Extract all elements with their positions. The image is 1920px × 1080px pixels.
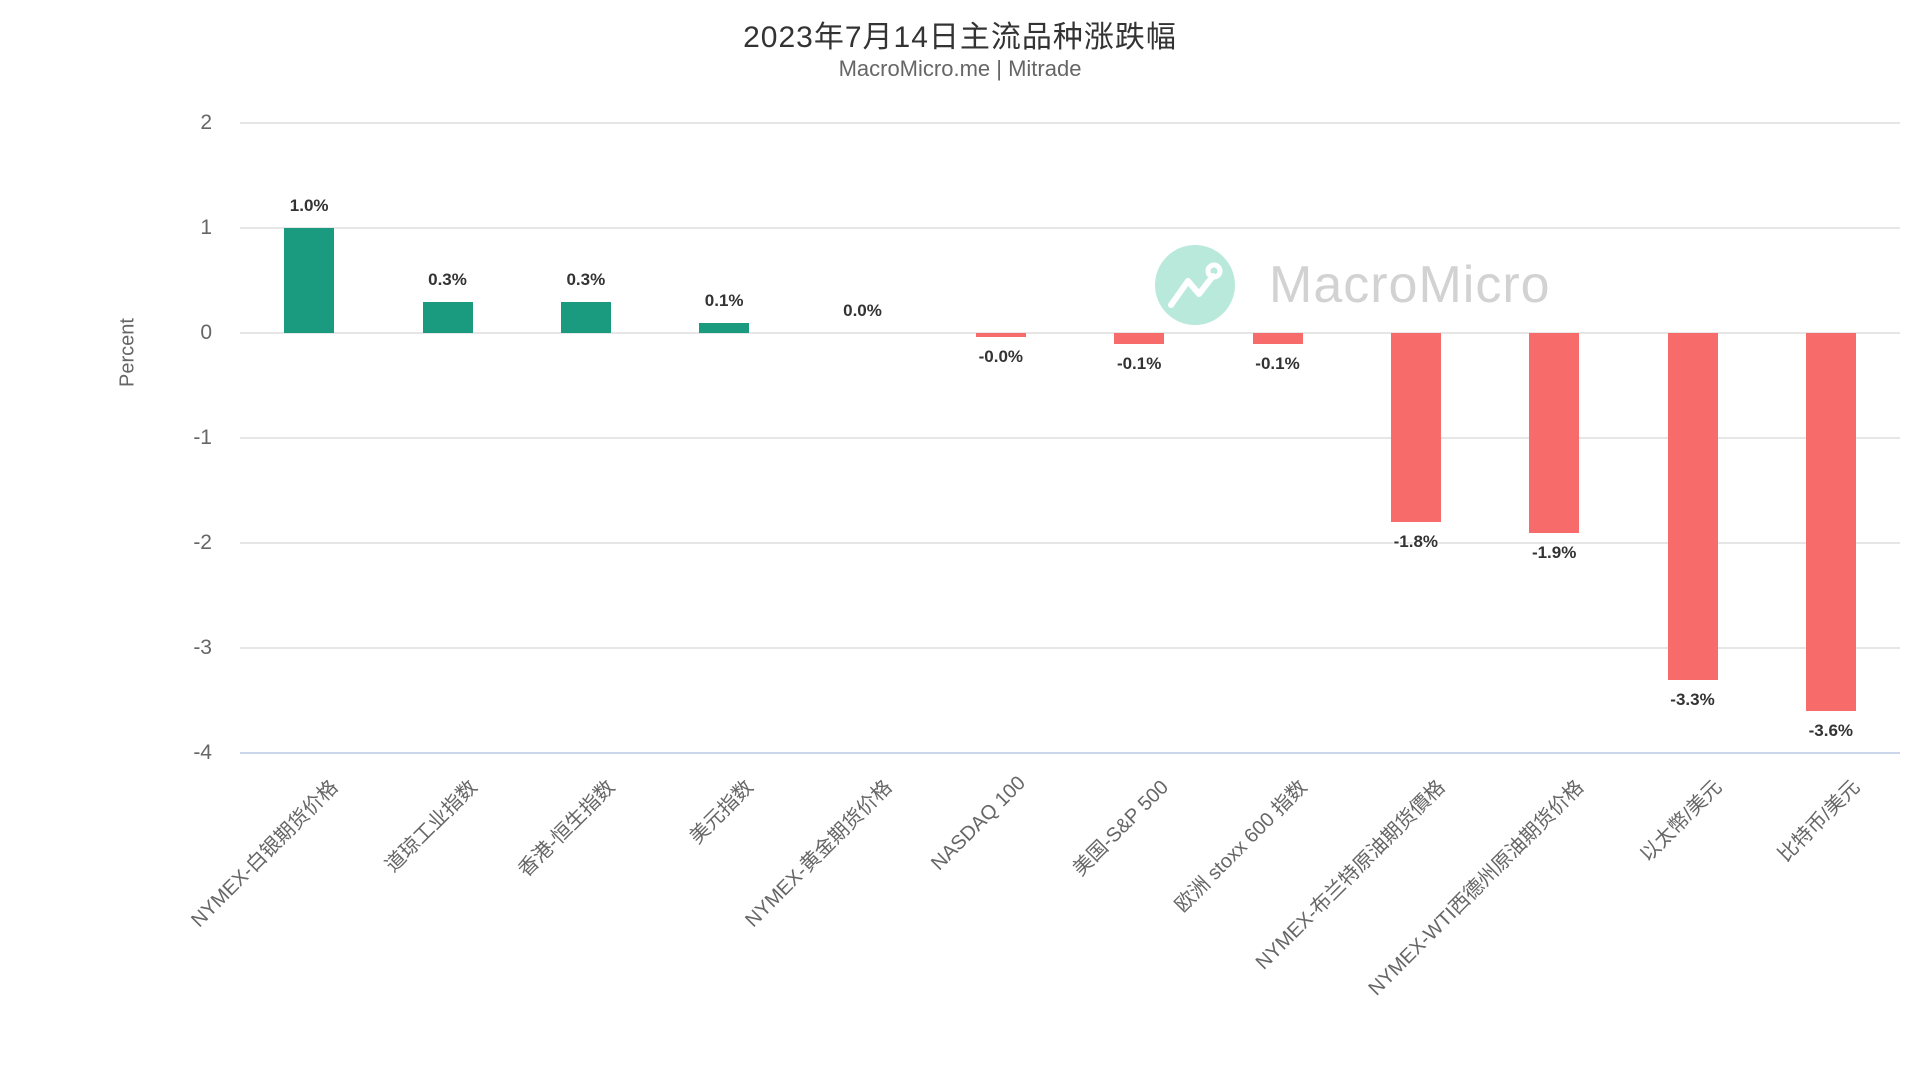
plot-area: MacroMicro 1.0% 0.3% 0.3% 0.1% 0.0% -0.0% -0.1…	[240, 122, 1900, 754]
bar-3[interactable]	[560, 301, 611, 333]
watermark: MacroMicro	[1155, 245, 1551, 325]
y-axis-tick-label: 1	[200, 216, 212, 239]
bar-8[interactable]	[1252, 333, 1303, 344]
data-label: 0.3%	[428, 269, 467, 289]
data-label: 0.1%	[704, 290, 744, 310]
gridline	[240, 647, 1900, 649]
chart-title: 2023年7月14日主流品种涨跌幅	[743, 21, 1177, 54]
bar-1[interactable]	[284, 228, 335, 333]
x-axis-label: 欧洲 stoxx 600 指数	[1170, 776, 1312, 917]
bar-11[interactable]	[1667, 333, 1718, 680]
bar-6[interactable]	[975, 333, 1026, 337]
gridline	[240, 332, 1900, 334]
gridline	[240, 122, 1900, 124]
x-axis-label: 以太幣/美元	[1636, 776, 1727, 867]
bar-4[interactable]	[699, 322, 750, 333]
gridline	[240, 542, 1900, 544]
y-axis-title: Percent	[116, 318, 139, 387]
data-label: 0.3%	[566, 269, 606, 289]
chart-subtitle: MacroMicro.me | Mitrade	[838, 56, 1082, 81]
x-axis-label: NASDAQ 100	[927, 772, 1031, 875]
data-label: 1.0%	[289, 196, 329, 215]
bar-10[interactable]	[1529, 333, 1580, 533]
x-axis-label: NYMEX-黄金期货价格	[740, 776, 897, 932]
y-axis-tick-label: -3	[193, 636, 212, 659]
x-axis-label: 美元指数	[685, 776, 758, 849]
data-label: -3.3%	[1670, 689, 1715, 709]
gridline	[240, 437, 1900, 439]
y-axis-tick-label: 2	[200, 111, 212, 134]
macromicro-logo-icon	[1155, 245, 1235, 325]
y-axis-tick-label: -4	[193, 741, 212, 764]
data-label: -1.8%	[1393, 532, 1439, 551]
bar-12[interactable]	[1805, 333, 1856, 711]
x-axis-label: 香港-恒生指数	[514, 776, 620, 882]
data-label: -1.9%	[1531, 542, 1577, 562]
x-axis-label: NYMEX-白银期货价格	[187, 776, 343, 932]
watermark-brand: MacroMicro	[1269, 256, 1551, 314]
x-axis-label: 美国-S&P 500	[1068, 776, 1173, 881]
x-axis-label: 比特币/美元	[1774, 776, 1865, 867]
y-axis-tick-label: -1	[193, 426, 212, 449]
gridline	[240, 227, 1900, 229]
x-axis-label: 道琼工业指数	[380, 776, 482, 877]
bar-7[interactable]	[1114, 333, 1165, 344]
data-label: -0.0%	[978, 347, 1024, 366]
bar-2[interactable]	[422, 301, 473, 333]
y-axis-tick-label: -2	[193, 531, 212, 554]
data-label: -3.6%	[1808, 721, 1854, 740]
x-axis-line	[240, 752, 1900, 754]
data-label: -0.1%	[1255, 353, 1300, 373]
data-label: -0.1%	[1116, 353, 1162, 373]
y-axis-tick-label: 0	[200, 321, 212, 344]
data-label: 0.0%	[843, 301, 882, 320]
bar-9[interactable]	[1390, 333, 1441, 522]
